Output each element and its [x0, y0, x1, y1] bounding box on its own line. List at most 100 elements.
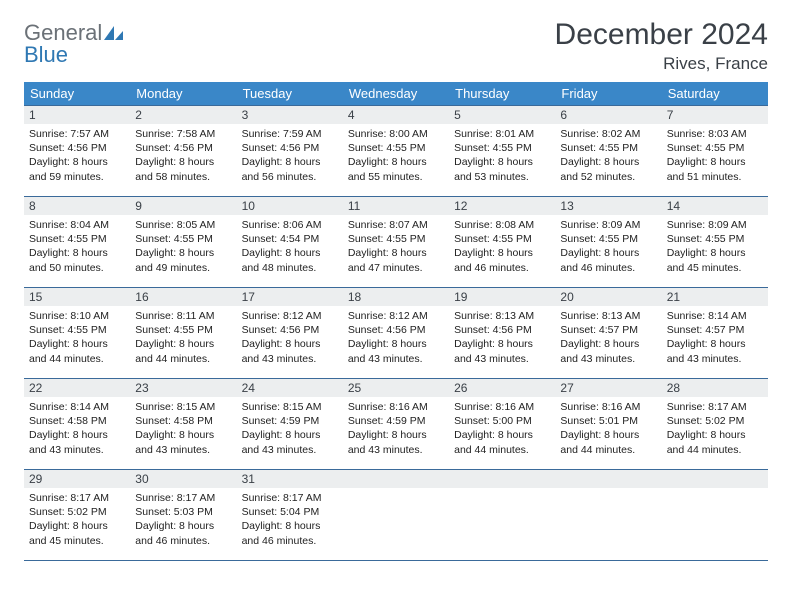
- calendar-cell: 23Sunrise: 8:15 AMSunset: 4:58 PMDayligh…: [130, 379, 236, 470]
- day-body: Sunrise: 8:16 AMSunset: 5:01 PMDaylight:…: [555, 397, 661, 457]
- calendar-cell: .: [662, 470, 768, 561]
- day-number: 8: [24, 197, 130, 215]
- day-number: 10: [237, 197, 343, 215]
- day-number: 25: [343, 379, 449, 397]
- calendar-cell: 17Sunrise: 8:12 AMSunset: 4:56 PMDayligh…: [237, 288, 343, 379]
- day-number: 26: [449, 379, 555, 397]
- day-body: Sunrise: 8:07 AMSunset: 4:55 PMDaylight:…: [343, 215, 449, 275]
- logo-word2: Blue: [24, 44, 125, 66]
- calendar-cell: 15Sunrise: 8:10 AMSunset: 4:55 PMDayligh…: [24, 288, 130, 379]
- day-number: 24: [237, 379, 343, 397]
- day-body: Sunrise: 8:00 AMSunset: 4:55 PMDaylight:…: [343, 124, 449, 184]
- weekday-header: Sunday: [24, 82, 130, 106]
- day-body: Sunrise: 8:11 AMSunset: 4:55 PMDaylight:…: [130, 306, 236, 366]
- day-body: Sunrise: 8:08 AMSunset: 4:55 PMDaylight:…: [449, 215, 555, 275]
- calendar-cell: 3Sunrise: 7:59 AMSunset: 4:56 PMDaylight…: [237, 106, 343, 197]
- calendar-cell: .: [555, 470, 661, 561]
- calendar-cell: 10Sunrise: 8:06 AMSunset: 4:54 PMDayligh…: [237, 197, 343, 288]
- day-number: 4: [343, 106, 449, 124]
- day-body: Sunrise: 8:17 AMSunset: 5:02 PMDaylight:…: [24, 488, 130, 548]
- day-body: Sunrise: 8:09 AMSunset: 4:55 PMDaylight:…: [555, 215, 661, 275]
- day-body: Sunrise: 8:17 AMSunset: 5:02 PMDaylight:…: [662, 397, 768, 457]
- day-body: Sunrise: 8:06 AMSunset: 4:54 PMDaylight:…: [237, 215, 343, 275]
- calendar-cell: 13Sunrise: 8:09 AMSunset: 4:55 PMDayligh…: [555, 197, 661, 288]
- day-body: Sunrise: 8:14 AMSunset: 4:57 PMDaylight:…: [662, 306, 768, 366]
- day-number: 20: [555, 288, 661, 306]
- day-number: 17: [237, 288, 343, 306]
- day-body: Sunrise: 8:01 AMSunset: 4:55 PMDaylight:…: [449, 124, 555, 184]
- calendar-cell: 28Sunrise: 8:17 AMSunset: 5:02 PMDayligh…: [662, 379, 768, 470]
- day-number: 30: [130, 470, 236, 488]
- logo-sail-icon: [103, 24, 125, 42]
- calendar-cell: 29Sunrise: 8:17 AMSunset: 5:02 PMDayligh…: [24, 470, 130, 561]
- calendar-cell: 19Sunrise: 8:13 AMSunset: 4:56 PMDayligh…: [449, 288, 555, 379]
- day-body: Sunrise: 7:58 AMSunset: 4:56 PMDaylight:…: [130, 124, 236, 184]
- calendar-cell: 22Sunrise: 8:14 AMSunset: 4:58 PMDayligh…: [24, 379, 130, 470]
- day-number: 18: [343, 288, 449, 306]
- day-number: 13: [555, 197, 661, 215]
- weekday-header: Thursday: [449, 82, 555, 106]
- day-body: Sunrise: 8:13 AMSunset: 4:57 PMDaylight:…: [555, 306, 661, 366]
- calendar-cell: 6Sunrise: 8:02 AMSunset: 4:55 PMDaylight…: [555, 106, 661, 197]
- day-body: Sunrise: 8:12 AMSunset: 4:56 PMDaylight:…: [343, 306, 449, 366]
- day-number: 5: [449, 106, 555, 124]
- day-body: Sunrise: 8:05 AMSunset: 4:55 PMDaylight:…: [130, 215, 236, 275]
- day-body: Sunrise: 8:17 AMSunset: 5:04 PMDaylight:…: [237, 488, 343, 548]
- day-number: 7: [662, 106, 768, 124]
- day-body: Sunrise: 8:13 AMSunset: 4:56 PMDaylight:…: [449, 306, 555, 366]
- day-number: 29: [24, 470, 130, 488]
- day-body: Sunrise: 8:15 AMSunset: 4:58 PMDaylight:…: [130, 397, 236, 457]
- calendar-cell: 26Sunrise: 8:16 AMSunset: 5:00 PMDayligh…: [449, 379, 555, 470]
- weekday-header: Wednesday: [343, 82, 449, 106]
- weekday-header: Monday: [130, 82, 236, 106]
- day-number: 31: [237, 470, 343, 488]
- day-body: Sunrise: 7:57 AMSunset: 4:56 PMDaylight:…: [24, 124, 130, 184]
- calendar-cell: 31Sunrise: 8:17 AMSunset: 5:04 PMDayligh…: [237, 470, 343, 561]
- day-body: Sunrise: 8:04 AMSunset: 4:55 PMDaylight:…: [24, 215, 130, 275]
- day-number: 19: [449, 288, 555, 306]
- calendar-cell: 20Sunrise: 8:13 AMSunset: 4:57 PMDayligh…: [555, 288, 661, 379]
- logo-word1: General: [24, 22, 102, 44]
- header: General Blue December 2024 Rives, France: [24, 18, 768, 74]
- calendar-cell: 30Sunrise: 8:17 AMSunset: 5:03 PMDayligh…: [130, 470, 236, 561]
- day-body: Sunrise: 7:59 AMSunset: 4:56 PMDaylight:…: [237, 124, 343, 184]
- calendar-cell: 5Sunrise: 8:01 AMSunset: 4:55 PMDaylight…: [449, 106, 555, 197]
- calendar-cell: 16Sunrise: 8:11 AMSunset: 4:55 PMDayligh…: [130, 288, 236, 379]
- calendar-cell: .: [343, 470, 449, 561]
- calendar-cell: 9Sunrise: 8:05 AMSunset: 4:55 PMDaylight…: [130, 197, 236, 288]
- day-body: Sunrise: 8:16 AMSunset: 4:59 PMDaylight:…: [343, 397, 449, 457]
- day-body: Sunrise: 8:14 AMSunset: 4:58 PMDaylight:…: [24, 397, 130, 457]
- calendar-cell: 21Sunrise: 8:14 AMSunset: 4:57 PMDayligh…: [662, 288, 768, 379]
- day-body: Sunrise: 8:02 AMSunset: 4:55 PMDaylight:…: [555, 124, 661, 184]
- calendar-cell: 2Sunrise: 7:58 AMSunset: 4:56 PMDaylight…: [130, 106, 236, 197]
- weekday-header: Saturday: [662, 82, 768, 106]
- calendar-cell: 27Sunrise: 8:16 AMSunset: 5:01 PMDayligh…: [555, 379, 661, 470]
- day-body: Sunrise: 8:03 AMSunset: 4:55 PMDaylight:…: [662, 124, 768, 184]
- day-number: 16: [130, 288, 236, 306]
- day-body: Sunrise: 8:09 AMSunset: 4:55 PMDaylight:…: [662, 215, 768, 275]
- day-number: 21: [662, 288, 768, 306]
- weekday-header: Friday: [555, 82, 661, 106]
- calendar-cell: 11Sunrise: 8:07 AMSunset: 4:55 PMDayligh…: [343, 197, 449, 288]
- day-number: 6: [555, 106, 661, 124]
- calendar-cell: 12Sunrise: 8:08 AMSunset: 4:55 PMDayligh…: [449, 197, 555, 288]
- day-number: 11: [343, 197, 449, 215]
- calendar-cell: 4Sunrise: 8:00 AMSunset: 4:55 PMDaylight…: [343, 106, 449, 197]
- day-number: 3: [237, 106, 343, 124]
- day-body: Sunrise: 8:17 AMSunset: 5:03 PMDaylight:…: [130, 488, 236, 548]
- day-number: 2: [130, 106, 236, 124]
- calendar-cell: .: [449, 470, 555, 561]
- logo: General Blue: [24, 18, 125, 66]
- day-number: 12: [449, 197, 555, 215]
- calendar-cell: 1Sunrise: 7:57 AMSunset: 4:56 PMDaylight…: [24, 106, 130, 197]
- day-number: 14: [662, 197, 768, 215]
- day-number: 27: [555, 379, 661, 397]
- day-body: Sunrise: 8:15 AMSunset: 4:59 PMDaylight:…: [237, 397, 343, 457]
- weekday-header: Tuesday: [237, 82, 343, 106]
- day-number: 22: [24, 379, 130, 397]
- day-number: 28: [662, 379, 768, 397]
- day-number: 23: [130, 379, 236, 397]
- day-body: Sunrise: 8:16 AMSunset: 5:00 PMDaylight:…: [449, 397, 555, 457]
- page-title: December 2024: [555, 18, 768, 52]
- day-number: 15: [24, 288, 130, 306]
